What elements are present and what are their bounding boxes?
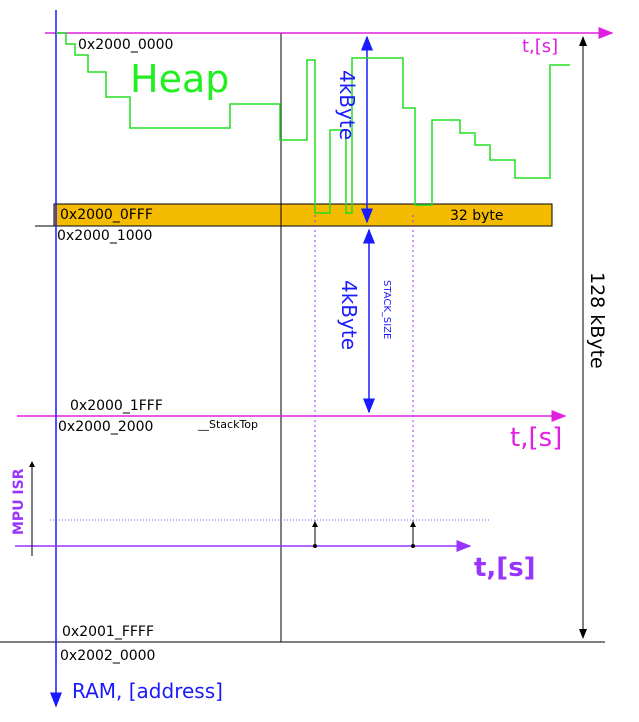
mpu-label: MPU ISR xyxy=(11,468,27,535)
ram-axis: RAM, [address] xyxy=(72,679,223,703)
time-axis: t,[s] xyxy=(522,36,558,57)
guard-size: 32 byte xyxy=(450,208,504,224)
structure xyxy=(0,10,614,708)
address-label: 0x2001_FFFF xyxy=(62,624,154,640)
address-label: 0x2000_1FFF xyxy=(70,398,163,414)
stack-top: __StackTop xyxy=(197,418,258,431)
labels: 0x2000_0000 0x2000_0FFF 0x2000_1000 0x20… xyxy=(11,36,608,703)
address-label: 0x2000_1000 xyxy=(57,228,152,244)
heap-label: Heap xyxy=(130,57,229,101)
address-label: 0x2000_2000 xyxy=(58,419,153,435)
time-axis: t,[s] xyxy=(510,423,562,453)
stack-size-name: STACK_SIZE xyxy=(381,280,392,339)
address-label: 0x2000_0FFF xyxy=(60,207,153,223)
heap-size: 4kByte xyxy=(335,70,359,140)
stack-size: 4kByte xyxy=(337,280,361,350)
address-label: 0x2002_0000 xyxy=(60,648,155,664)
address-label: 0x2000_0000 xyxy=(78,37,173,53)
ram-total: 128 kByte xyxy=(586,272,608,369)
time-axis: t,[s] xyxy=(474,553,536,583)
